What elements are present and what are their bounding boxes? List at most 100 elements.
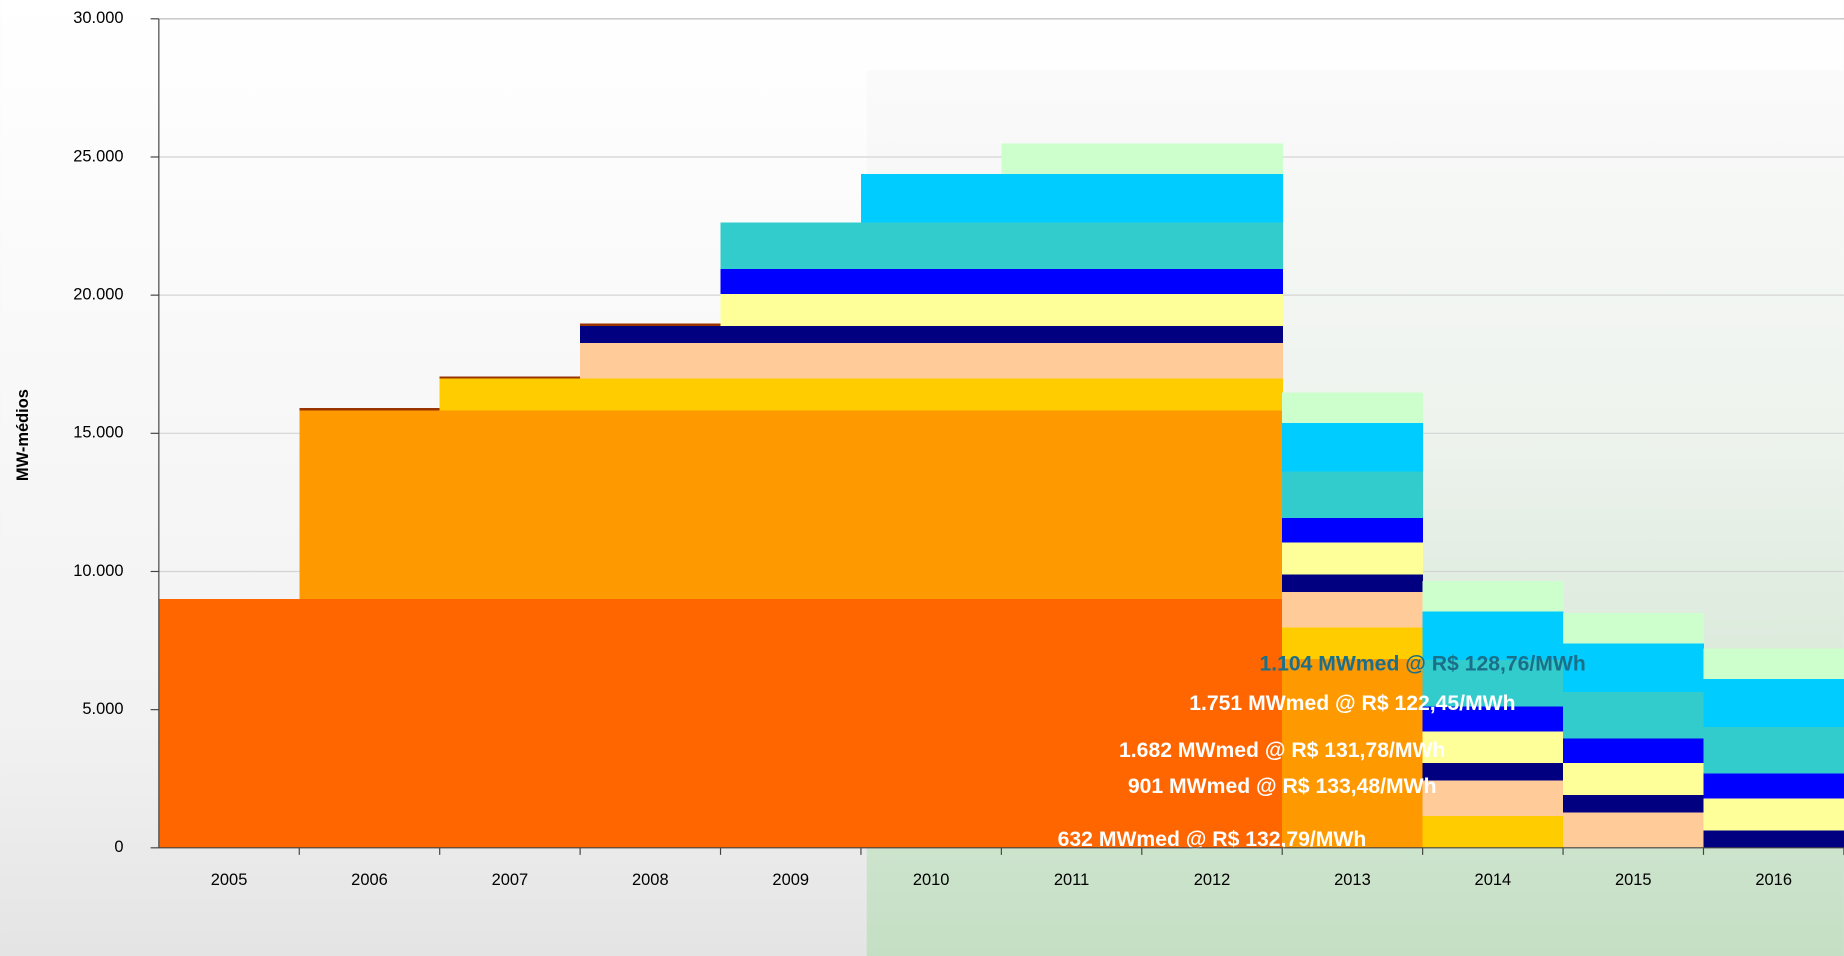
bar-segment (1141, 325, 1283, 344)
data-label: 1.682 MWmed @ R$ 131,78/MWh (1119, 739, 1445, 762)
bar-segment (299, 408, 441, 411)
bar-segment (720, 599, 862, 848)
bar-segment (1422, 581, 1564, 612)
bar-segment (1703, 727, 1844, 774)
bar-segment (1282, 627, 1424, 660)
bar-segment (580, 343, 722, 379)
bar-segment (1001, 174, 1143, 223)
x-tick-label: 2016 (1755, 871, 1792, 889)
x-tick-label: 2015 (1615, 871, 1652, 889)
bar-segment (1703, 648, 1844, 679)
bar-segment (1001, 143, 1143, 175)
data-label: 901 MWmed @ R$ 133,48/MWh (1128, 775, 1437, 798)
bar-segment (860, 599, 1002, 848)
y-tick-label: 25.000 (73, 147, 123, 165)
y-tick-label: 5.000 (82, 700, 123, 718)
bar-segment (299, 599, 441, 848)
bar-segment (1422, 611, 1564, 661)
bar-segment (1282, 574, 1424, 592)
bar-segment (1001, 599, 1143, 848)
bar-segment (1141, 378, 1283, 411)
bar-segment (720, 325, 862, 344)
bar-segment (1001, 378, 1143, 411)
bar-segment (720, 269, 862, 294)
bar-segment (580, 599, 722, 848)
x-tick-label: 2011 (1054, 871, 1089, 889)
bar-segment (1141, 174, 1283, 223)
bar-segment (1563, 794, 1705, 813)
bar-segment (860, 343, 1002, 379)
bar-segment (1141, 599, 1283, 848)
bar-segment (1422, 660, 1564, 707)
bar-segment (1141, 343, 1283, 379)
bar-segment (1141, 293, 1283, 326)
bar-segment (1422, 763, 1564, 781)
bar-segment (1001, 410, 1143, 600)
bar-segment (860, 325, 1002, 344)
bar-segment (1563, 763, 1705, 795)
x-tick-label: 2005 (211, 871, 248, 889)
bar-segment (1422, 706, 1564, 732)
bar-segment (1703, 798, 1844, 831)
x-tick-label: 2014 (1475, 871, 1512, 889)
bar-segment (1001, 269, 1143, 294)
bar-segment (1141, 410, 1283, 600)
bar-segment (720, 293, 862, 326)
x-tick-label: 2007 (492, 871, 529, 889)
x-tick-label: 2013 (1334, 871, 1371, 889)
bar-segment (439, 410, 581, 600)
bar-segment (1563, 643, 1705, 692)
bar-segment (1422, 731, 1564, 764)
y-tick-label: 20.000 (73, 285, 123, 303)
data-label: 632 MWmed @ R$ 132,79/MWh (1058, 828, 1367, 851)
y-tick-label: 30.000 (73, 9, 123, 27)
data-label: 1.751 MWmed @ R$ 122,45/MWh (1189, 692, 1515, 715)
bar-segment (860, 269, 1002, 294)
bar-segment (1703, 830, 1844, 848)
x-tick-label: 2012 (1194, 871, 1231, 889)
data-label: 1.104 MWmed @ R$ 128,76/MWh (1259, 652, 1585, 675)
bar-segment (580, 323, 722, 326)
bar-segment (1001, 325, 1143, 344)
bar-segment (1422, 780, 1564, 817)
bar-segment (1563, 612, 1705, 644)
bar-segment (1703, 678, 1844, 728)
x-tick-label: 2008 (632, 871, 669, 889)
bar-segment (860, 410, 1002, 600)
bar-segment (860, 378, 1002, 411)
bar-segment (720, 222, 862, 270)
x-tick-label: 2009 (772, 871, 809, 889)
bar-segment (439, 599, 581, 848)
x-tick-label: 2010 (913, 871, 950, 889)
bar-segment (1141, 143, 1283, 175)
bar-segment (720, 378, 862, 411)
bar-segment (1282, 392, 1424, 423)
bar-segment (1282, 591, 1424, 628)
bar-segment (299, 410, 441, 600)
bar-segment (860, 222, 1002, 270)
bar-segment (860, 174, 1002, 223)
bar-segment (580, 325, 722, 344)
bar-segment (1563, 738, 1705, 764)
bar-segment (1282, 659, 1424, 848)
bar-segment (720, 410, 862, 600)
bar-segment (1703, 773, 1844, 799)
bar-segment (720, 343, 862, 379)
bar-segment (158, 599, 300, 848)
y-tick-label: 15.000 (73, 424, 123, 442)
x-tick-label: 2006 (351, 871, 388, 889)
y-tick-label: 0 (114, 838, 123, 856)
bar-segment (1563, 812, 1705, 848)
bar-segment (439, 376, 581, 379)
bar-segment (1422, 816, 1564, 848)
bar-segment (580, 410, 722, 600)
y-axis-label: MW-médios (14, 389, 32, 481)
bar-segment (1141, 269, 1283, 294)
bar-segment (1141, 222, 1283, 270)
bar-segment (1001, 293, 1143, 326)
bar-segment (1001, 222, 1143, 270)
bar-segment (860, 293, 1002, 326)
bar-segment (580, 378, 722, 411)
bar-segment (1282, 542, 1424, 575)
